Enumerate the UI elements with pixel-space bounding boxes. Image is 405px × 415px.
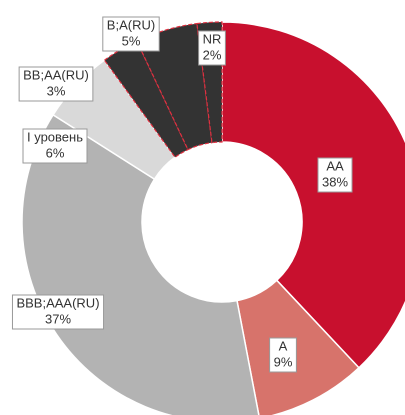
label-value: 5% (122, 33, 141, 48)
label-name: B;A(RU) (107, 17, 155, 32)
donut-segment (236, 279, 360, 415)
label-name: BB;AA(RU) (23, 67, 89, 82)
label-value: 37% (45, 311, 71, 326)
donut-segment (21, 113, 260, 415)
label-name: A (279, 338, 288, 353)
label-value: 38% (322, 174, 348, 189)
label-box (198, 30, 226, 66)
label-value: 9% (274, 354, 293, 369)
label-name: NR (203, 31, 222, 46)
label-box (11, 294, 105, 330)
label-box (18, 66, 94, 102)
label-box (269, 337, 297, 373)
label-name: I уровень (27, 129, 83, 144)
donut-segment (136, 22, 213, 151)
label-value: 2% (203, 47, 222, 62)
label-name: AA (326, 158, 344, 173)
label-value: 3% (47, 83, 66, 98)
label-value: 6% (46, 145, 65, 160)
label-box (102, 16, 160, 52)
label-box (317, 157, 353, 193)
label-box (22, 128, 88, 164)
label-name: BBB;AAA(RU) (16, 295, 99, 310)
donut-segment (221, 21, 405, 369)
